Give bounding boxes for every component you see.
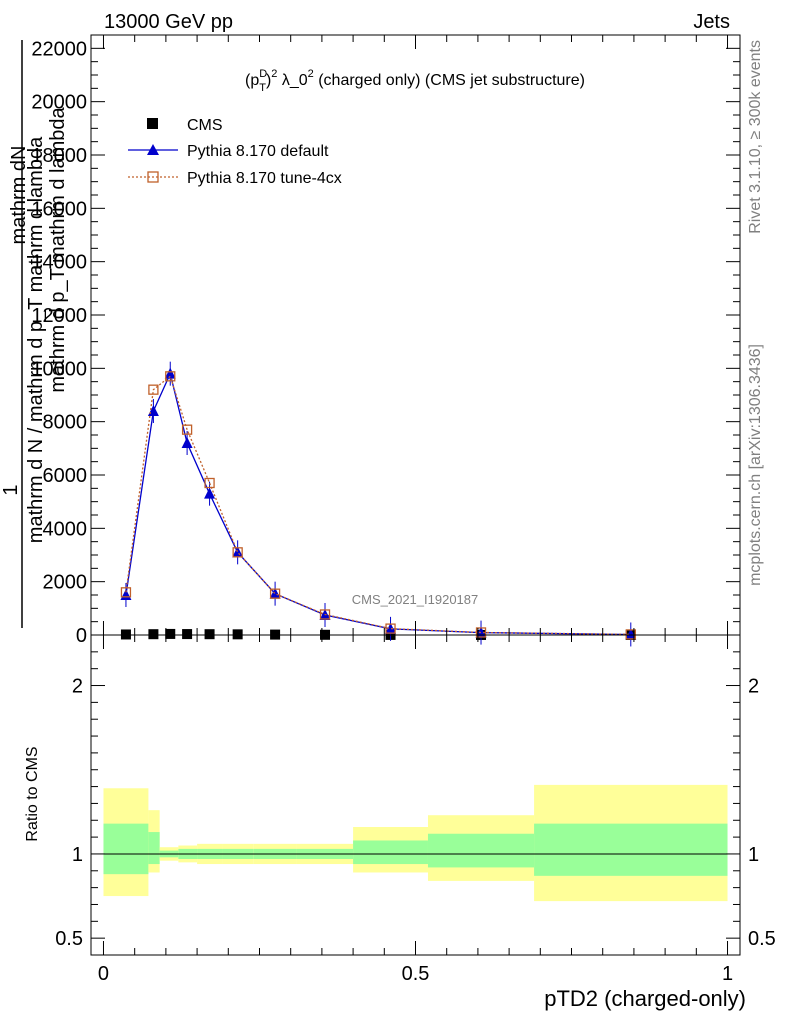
- tune-data-point: [385, 623, 396, 634]
- tune-data-point: [165, 371, 176, 382]
- ratio-y-tick-label-right: 2: [748, 676, 759, 698]
- main-y-tick-label: 4000: [43, 518, 88, 540]
- main-panel: 0 2000 4000 6000 8000 10000 12000 14000 16000 180…: [0, 34, 741, 647]
- main-y-tick-label: 14000: [31, 252, 87, 274]
- tune-data-point: [625, 629, 636, 640]
- cms-data-point: [165, 628, 176, 639]
- cms-data-point: [204, 629, 215, 640]
- main-y-ticks: 0 2000 4000 6000 8000 10000 12000 14000 16000 180…: [31, 38, 740, 647]
- main-y-tick-label: 8000: [43, 412, 88, 434]
- ratio-y-tick-label-right: 0.5: [748, 928, 776, 950]
- title-part-sup: D: [259, 68, 267, 80]
- legend-label-tune: Pythia 8.170 tune-4cx: [187, 170, 342, 187]
- ratio-y-tick-label-right: 1: [748, 844, 759, 866]
- main-y-tick-label: 20000: [31, 92, 87, 114]
- ratio-green-band: [103, 823, 149, 875]
- ratio-x-tick-label: 0: [98, 963, 109, 985]
- ratio-green-band: [148, 832, 160, 865]
- cms-data-point: [182, 629, 193, 640]
- main-y-tick-label: 2000: [43, 572, 88, 594]
- ratio-x-tick-label: 1: [722, 963, 733, 985]
- legend-label-cms: CMS: [187, 117, 223, 134]
- cms-data-point: [120, 629, 131, 640]
- legend: CMS Pythia 8.170 default Pythia 8.170 tu…: [128, 117, 342, 187]
- main-y-tick-label: 16000: [31, 198, 87, 220]
- title-part-sub: T: [259, 82, 266, 94]
- ratio-y-tick-label: 1: [72, 844, 83, 866]
- header-right: Jets: [693, 11, 730, 33]
- main-y-tick-label: 0: [76, 625, 87, 647]
- tune-data-point: [475, 627, 487, 638]
- title-part-sup2: 2: [271, 68, 277, 80]
- mcplots-label: mcplots.cern.ch [arXiv:1306.3436]: [747, 344, 764, 586]
- main-title: (pD T)2 λ_02 (charged only) (CMS jet subs…: [245, 68, 585, 94]
- tune-data-point: [120, 587, 132, 598]
- y-label-line-2: 1: [0, 484, 22, 495]
- tune-data-point: [232, 547, 243, 558]
- legend-label-default: Pythia 8.170 default: [187, 143, 329, 160]
- analysis-watermark: CMS_2021_I1920187: [352, 592, 479, 607]
- title-part-sup3: 2: [308, 68, 314, 80]
- title-part-after: ): [266, 72, 271, 89]
- main-y-tick-label: 6000: [43, 465, 88, 487]
- main-y-tick-label: 12000: [31, 305, 87, 327]
- ratio-bands: [103, 784, 728, 902]
- cms-data-point: [148, 629, 159, 640]
- title-part-mid: λ_0: [277, 72, 307, 89]
- main-data-layer: [120, 361, 637, 647]
- tune-data-point: [269, 588, 281, 599]
- ratio-y-tick-label: 2: [72, 676, 83, 698]
- ratio-green-band: [534, 823, 728, 876]
- header-left: 13000 GeV pp: [104, 11, 233, 33]
- y-label-line-1: mathrm dN: [8, 146, 30, 245]
- main-y-tick-label: 10000: [31, 358, 87, 380]
- tune-data-point: [204, 477, 215, 489]
- x-axis-label: pTD2 (charged-only): [544, 986, 746, 1011]
- title-part-end: (charged only) (CMS jet substructure): [314, 72, 585, 89]
- y-label-line-3: mathrm d N / mathrm d p_T mathrm d lambd…: [25, 136, 47, 543]
- title-part-base: (p: [245, 72, 259, 89]
- ratio-y-tick-label: 0.5: [55, 928, 83, 950]
- legend-marker-tune: [147, 171, 159, 183]
- main-y-tick-label: 22000: [31, 38, 87, 60]
- legend-marker-default: [147, 144, 159, 155]
- main-x-ticks: [102, 35, 729, 635]
- y-label-line-4: mathrm d p_T mathrm d lambda: [47, 106, 69, 392]
- tune-data-point: [181, 424, 193, 435]
- ratio-x-tick-label: 0.5: [402, 963, 430, 985]
- ratio-y-ticks: 0.5 0.5 1 1 2 2: [55, 651, 776, 950]
- ratio-y-label: Ratio to CMS: [24, 746, 41, 841]
- tune-data-point: [148, 384, 159, 395]
- ratio-x-ticks: 0 0.5 1: [98, 635, 733, 985]
- ratio-panel: 0.5 0.51 12 2 0 0.5 1 Ratio to CMS pTD2 (char…: [24, 634, 776, 1011]
- tune-data-point: [319, 609, 331, 620]
- main-y-label: mathrm dN 1 mathrm d N / mathrm d p_T ma…: [0, 40, 69, 628]
- main-y-tick-label: 18000: [31, 145, 87, 167]
- rivet-label: Rivet 3.1.10, ≥ 300k events: [747, 40, 764, 234]
- ratio-green-band: [353, 840, 428, 865]
- ratio-green-band: [427, 833, 535, 868]
- legend-marker-cms: [147, 118, 158, 129]
- series-line-2: [125, 375, 631, 636]
- cms-data-point: [232, 629, 243, 640]
